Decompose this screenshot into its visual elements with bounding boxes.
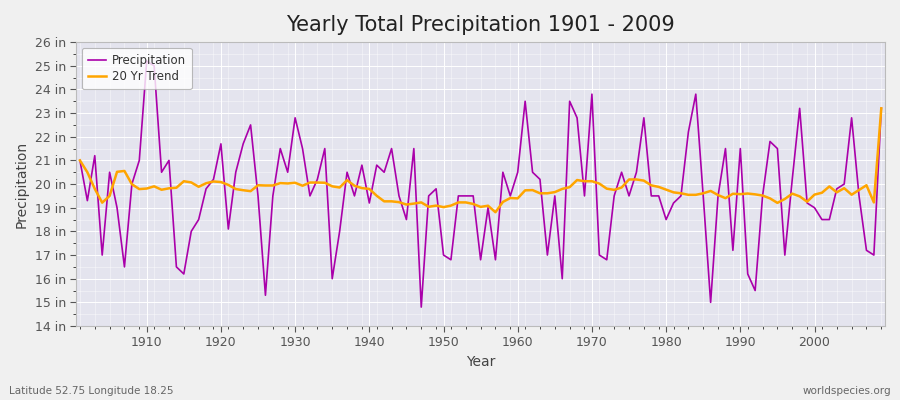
Legend: Precipitation, 20 Yr Trend: Precipitation, 20 Yr Trend bbox=[82, 48, 192, 89]
Precipitation bbox=[141, 59, 152, 64]
20 Yr Trend bbox=[134, 187, 145, 192]
X-axis label: Year: Year bbox=[466, 355, 495, 369]
Y-axis label: Precipitation: Precipitation bbox=[15, 140, 29, 228]
Precipitation bbox=[134, 158, 145, 163]
Precipitation bbox=[416, 305, 427, 310]
20 Yr Trend bbox=[491, 210, 501, 215]
Precipitation bbox=[527, 170, 538, 175]
20 Yr Trend bbox=[75, 158, 86, 163]
Line: 20 Yr Trend: 20 Yr Trend bbox=[80, 108, 881, 212]
Precipitation bbox=[616, 170, 627, 175]
Title: Yearly Total Precipitation 1901 - 2009: Yearly Total Precipitation 1901 - 2009 bbox=[286, 15, 675, 35]
20 Yr Trend bbox=[519, 188, 530, 193]
Text: worldspecies.org: worldspecies.org bbox=[803, 386, 891, 396]
Precipitation bbox=[75, 158, 86, 163]
Precipitation bbox=[304, 194, 315, 198]
Precipitation bbox=[876, 106, 886, 111]
Line: Precipitation: Precipitation bbox=[80, 61, 881, 307]
20 Yr Trend bbox=[512, 196, 523, 201]
20 Yr Trend bbox=[342, 178, 353, 182]
20 Yr Trend bbox=[297, 183, 308, 188]
Precipitation bbox=[519, 99, 530, 104]
20 Yr Trend bbox=[876, 106, 886, 111]
Precipitation bbox=[349, 194, 360, 198]
Text: Latitude 52.75 Longitude 18.25: Latitude 52.75 Longitude 18.25 bbox=[9, 386, 174, 396]
20 Yr Trend bbox=[608, 188, 619, 192]
